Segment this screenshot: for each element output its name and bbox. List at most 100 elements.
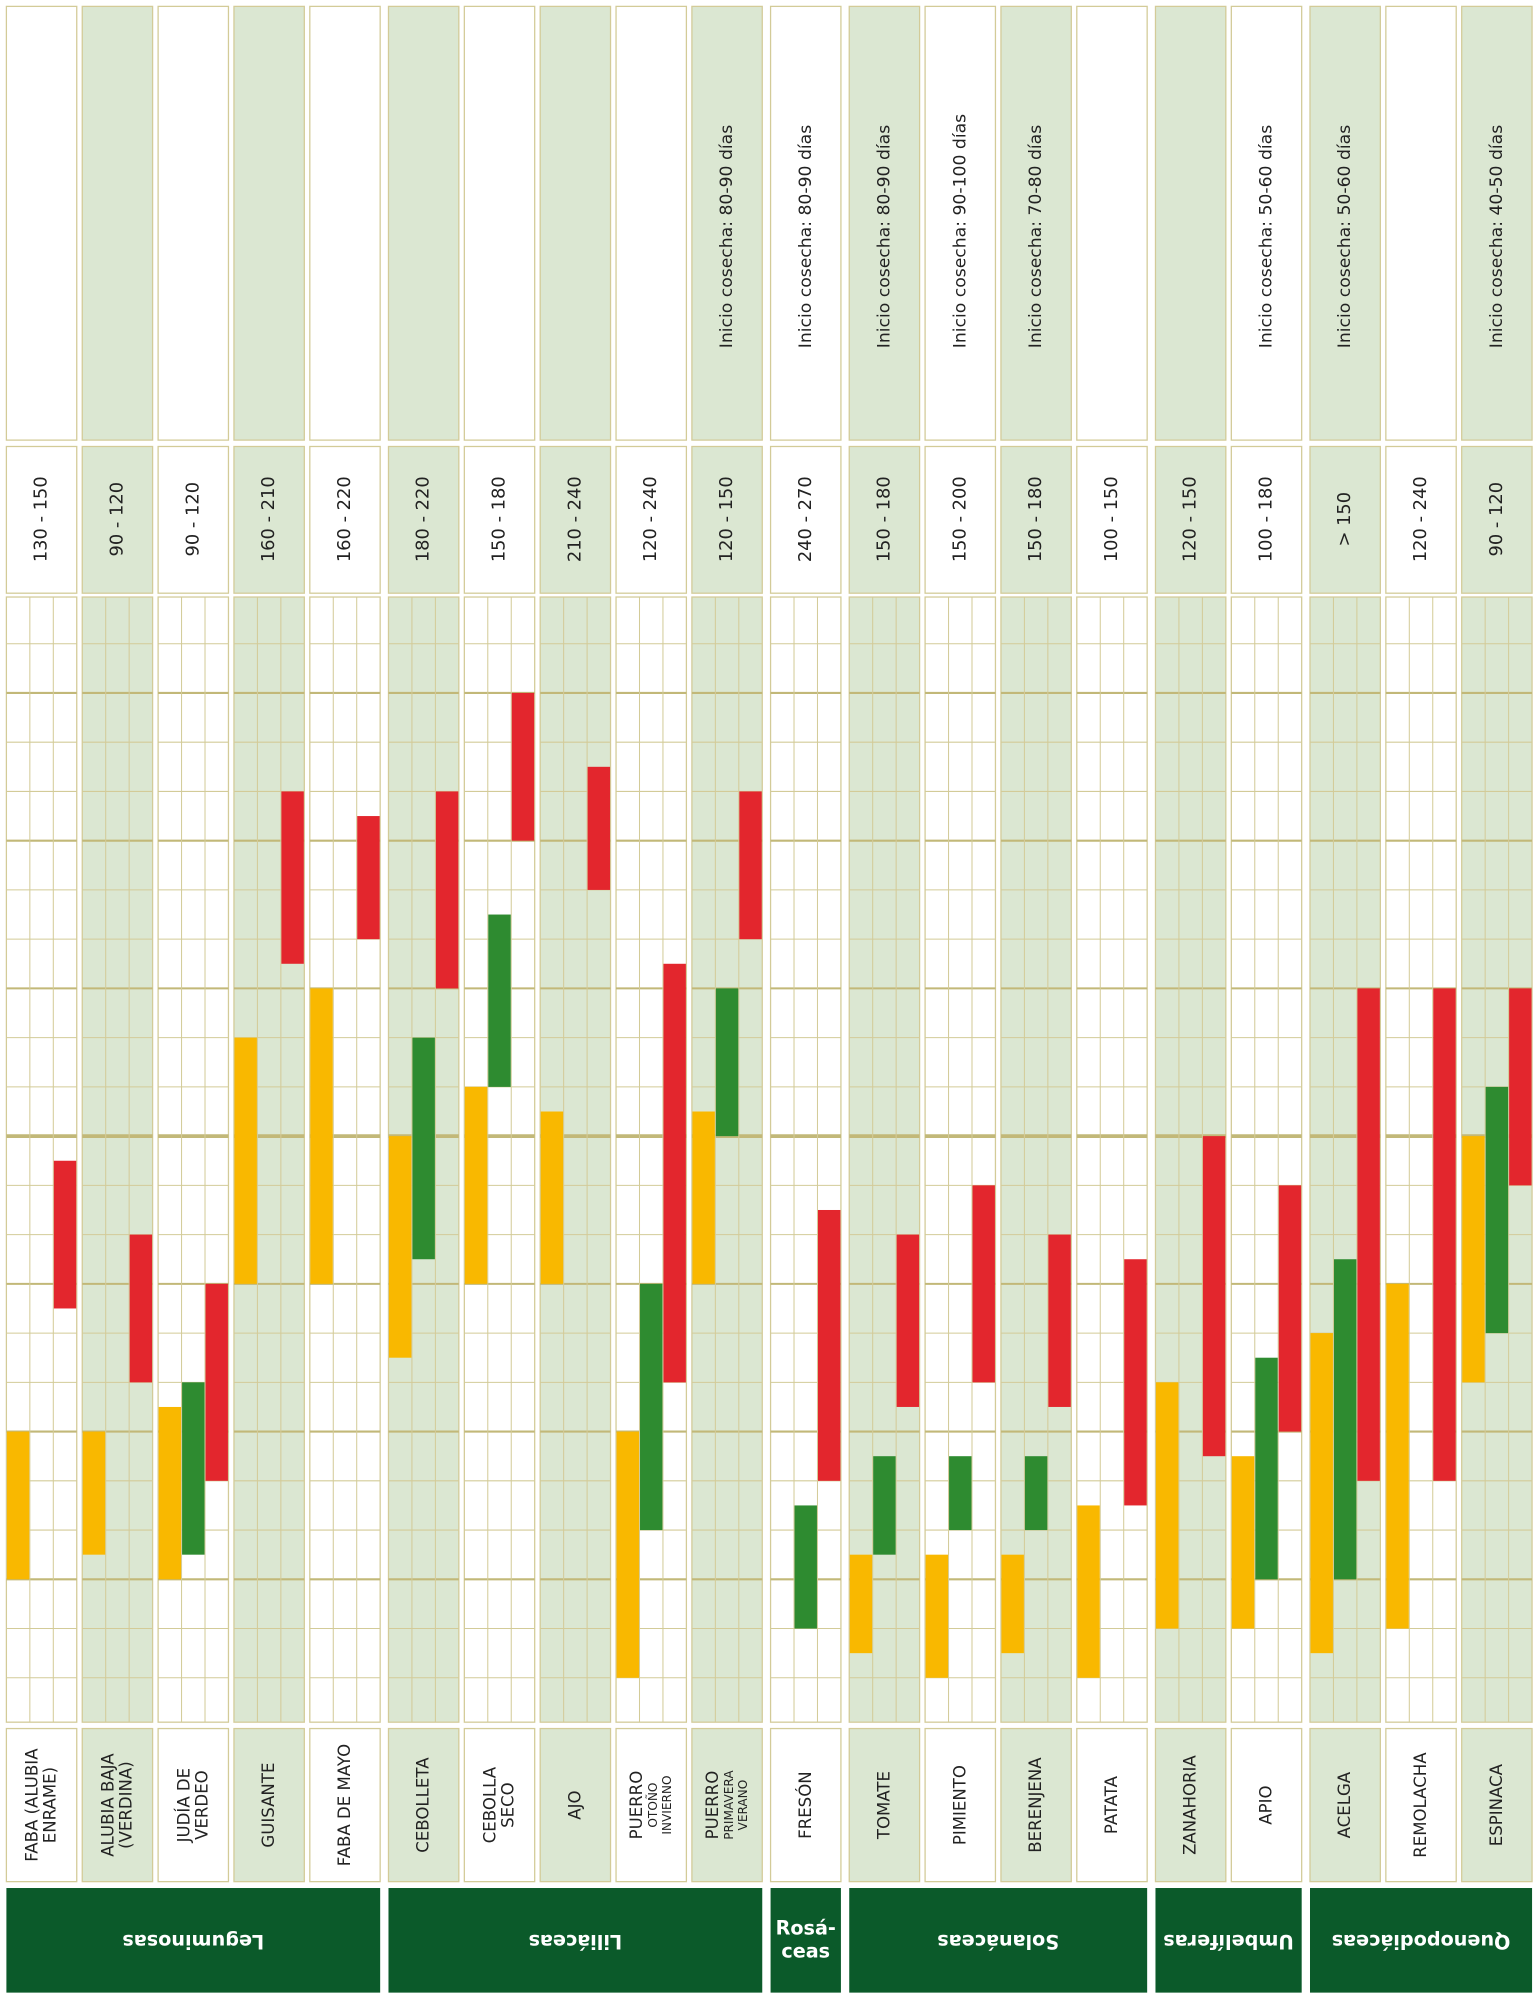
days-label: 120 - 150 — [1180, 476, 1201, 562]
days-cell — [1000, 445, 1072, 594]
crop-name-line: JUDÍA DE — [174, 1768, 193, 1844]
crop-name-line: (VERDINA) — [116, 1761, 135, 1849]
crop-name: BERENJENA — [1026, 1757, 1045, 1853]
crop-name-line: SECO — [498, 1782, 517, 1828]
crop-name-line: PRIMAVERA — [721, 1770, 735, 1840]
crop-name: REMOLACHA — [1411, 1752, 1430, 1858]
note-cell — [924, 5, 997, 441]
note-cell — [1461, 5, 1533, 441]
family-name: Liliáceas — [529, 1930, 623, 1953]
crop-column: 160 - 210 GUISANTE — [233, 5, 305, 1883]
crop-name-line: FABA DE MAYO — [334, 1744, 353, 1866]
days-label: 150 - 180 — [1025, 476, 1046, 562]
days-cell — [1309, 445, 1381, 594]
crop-name-line: ENRAME) — [40, 1767, 59, 1843]
transplant-bar — [1255, 1357, 1278, 1580]
harvest-bar — [972, 1185, 995, 1383]
crop-name: ZANAHORIA — [1180, 1755, 1199, 1855]
family-header: Solanáceas — [849, 1888, 1148, 1993]
name-cell — [1230, 1727, 1303, 1883]
sowing-bar — [1310, 1333, 1333, 1654]
note-cell — [1154, 5, 1227, 441]
family-name: Leguminosas — [122, 1930, 264, 1953]
crop-name-line: OTOÑO — [645, 1783, 660, 1828]
sowing-bar — [540, 1111, 564, 1284]
crop-name-line: CEBOLLETA — [413, 1757, 432, 1853]
days-label: 100 - 180 — [1255, 476, 1276, 562]
family-band — [6, 1888, 381, 1993]
harvest-bar — [281, 791, 304, 964]
days-label: 90 - 120 — [182, 482, 203, 557]
crop-column: 150 - 180 Inicio cosecha: 70-80 días BEREN… — [1000, 5, 1072, 1883]
harvest-bar — [1278, 1185, 1302, 1432]
family-name: Umbelíferas — [1163, 1930, 1294, 1953]
name-cell — [539, 1727, 612, 1883]
days-cell — [1230, 445, 1303, 594]
crop-name-line: REMOLACHA — [1411, 1752, 1430, 1858]
harvest-bar — [511, 692, 535, 841]
crop-name: TOMATE — [874, 1771, 893, 1840]
crop-name-line: ACELGA — [1335, 1771, 1354, 1838]
crop-column: 90 - 120 JUDÍA DEVERDEO — [157, 5, 230, 1883]
name-cell — [769, 1727, 842, 1883]
crop-name: ESPINACA — [1486, 1763, 1505, 1846]
note-cell — [81, 5, 154, 441]
crop-name: AJO — [565, 1790, 584, 1819]
sowing-bar — [234, 1037, 257, 1284]
days-cell — [1461, 445, 1533, 594]
harvest-note: Inicio cosecha: 80-90 días — [717, 125, 737, 348]
sowing-bar — [1386, 1283, 1409, 1629]
harvest-bar — [1433, 988, 1456, 1481]
family-header: Liliáceas — [388, 1888, 763, 1993]
harvest-bar — [1202, 1136, 1226, 1457]
harvest-bar — [817, 1209, 841, 1481]
crop-column: 120 - 240 REMOLACHA — [1385, 5, 1457, 1883]
harvest-bar — [357, 816, 380, 940]
note-cell — [769, 5, 842, 441]
days-label: 180 - 220 — [413, 476, 434, 562]
crop-name-line: CEBOLLA — [480, 1766, 499, 1843]
crop-column: 120 - 150 Inicio cosecha: 80-90 días PUERR… — [691, 5, 763, 1883]
name-cell — [1076, 1727, 1148, 1883]
crop-column: 240 - 270 Inicio cosecha: 80-90 días FRESÓ… — [769, 5, 842, 1883]
crop-name: APIO — [1256, 1785, 1275, 1824]
crop-name: PUERROPRIMAVERAVERANO — [702, 1770, 749, 1840]
grid-cell — [924, 596, 997, 1723]
crop-name: FABA (ALUBIAENRAME) — [22, 1748, 59, 1862]
transplant-bar — [1485, 1086, 1509, 1334]
crop-name-line: ZANAHORIA — [1180, 1755, 1199, 1855]
harvest-note: Inicio cosecha: 70-80 días — [1026, 125, 1046, 348]
days-label: 160 - 220 — [334, 476, 355, 562]
transplant-bar — [640, 1283, 663, 1531]
harvest-note: Inicio cosecha: 90-100 días — [950, 114, 970, 348]
days-label: 150 - 180 — [488, 476, 509, 562]
name-cell — [5, 1727, 78, 1883]
transplant-bar — [182, 1382, 205, 1555]
crop-name-line: BERENJENA — [1026, 1757, 1045, 1853]
note-cell — [309, 5, 381, 441]
days-cell — [615, 445, 688, 594]
harvest-bar — [587, 766, 611, 890]
transplant-bar — [1333, 1259, 1357, 1580]
sowing-bar — [1462, 1136, 1485, 1383]
note-cell — [1000, 5, 1072, 441]
days-label: 120 - 240 — [640, 476, 661, 562]
sowing-bar — [1155, 1382, 1179, 1629]
crop-name: PUERROOTOÑOINVIERNO — [627, 1771, 674, 1840]
note-cell — [387, 5, 460, 441]
name-cell — [387, 1727, 460, 1883]
harvest-note: Inicio cosecha: 40-50 días — [1487, 125, 1507, 348]
crop-name: PIMIENTO — [950, 1765, 969, 1845]
note-cell — [539, 5, 612, 441]
family-header: Leguminosas — [6, 1888, 381, 1993]
crop-column: > 150 Inicio cosecha: 50-60 días ACELGA — [1309, 5, 1381, 1883]
name-cell — [233, 1727, 305, 1883]
note-cell — [1309, 5, 1381, 441]
crop-name: CEBOLLASECO — [480, 1766, 517, 1843]
days-cell — [1076, 445, 1148, 594]
crop-name-line: PUERRO — [627, 1771, 646, 1840]
crop-name-line: ESPINACA — [1486, 1763, 1505, 1846]
crop-name-line: GUISANTE — [259, 1763, 278, 1848]
